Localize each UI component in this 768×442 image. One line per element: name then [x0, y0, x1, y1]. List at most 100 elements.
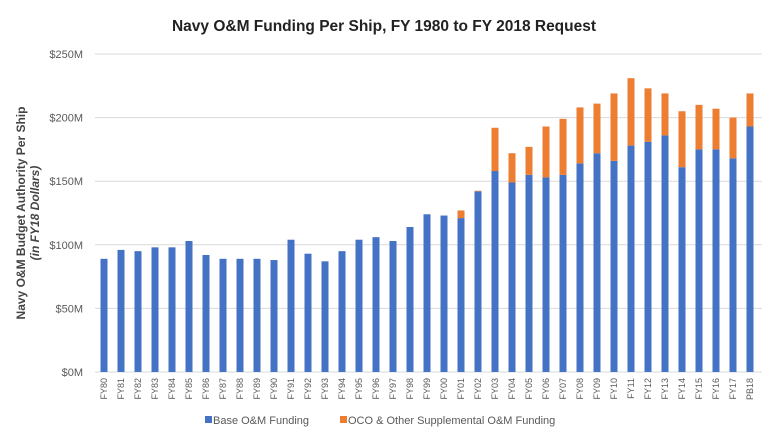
bar-base-FY88 — [236, 258, 244, 372]
y-tick-label: $50M — [55, 303, 83, 315]
x-tick-label: FY16 — [711, 378, 721, 400]
bar-base-FY96 — [372, 237, 380, 372]
bar-base-FY99 — [423, 214, 431, 372]
x-tick-label: FY01 — [456, 378, 466, 400]
bar-base-FY06 — [542, 177, 550, 372]
bar-base-FY89 — [253, 258, 261, 372]
x-tick-label: FY04 — [507, 378, 517, 400]
x-tick-label: FY87 — [218, 378, 228, 400]
x-tick-label: FY91 — [286, 378, 296, 400]
bar-base-FY83 — [151, 247, 159, 372]
legend-label: OCO & Other Supplemental O&M Funding — [348, 415, 555, 427]
bar-base-FY87 — [219, 258, 227, 372]
bar-base-FY13 — [661, 135, 669, 372]
bar-base-FY03 — [491, 171, 499, 372]
x-tick-label: FY08 — [575, 378, 585, 400]
bar-base-FY02 — [474, 191, 482, 372]
bar-base-FY97 — [389, 240, 397, 372]
x-tick-label: FY98 — [405, 378, 415, 400]
x-tick-label: FY05 — [524, 378, 534, 400]
bar-oco-FY10 — [610, 93, 618, 161]
y-tick-label: $100M — [49, 240, 83, 252]
bar-oco-FY07 — [559, 118, 567, 175]
bar-base-FY90 — [270, 260, 278, 372]
bar-base-FY11 — [627, 145, 635, 372]
y-tick-label: $0M — [62, 367, 83, 379]
bar-base-FY92 — [304, 253, 312, 372]
legend-swatch — [340, 416, 347, 423]
bar-oco-FY03 — [491, 127, 499, 172]
bar-base-FY17 — [729, 158, 737, 372]
x-tick-label: FY84 — [167, 378, 177, 400]
x-tick-label: FY83 — [150, 378, 160, 400]
bar-oco-FY04 — [508, 153, 516, 183]
x-tick-label: FY17 — [728, 378, 738, 400]
y-tick-label: $150M — [49, 176, 83, 188]
x-tick-label: FY10 — [609, 378, 619, 400]
x-tick-label: FY82 — [133, 378, 143, 400]
x-tick-label: FY90 — [269, 378, 279, 400]
x-tick-label: FY92 — [303, 378, 313, 400]
x-tick-label: FY15 — [694, 378, 704, 400]
x-tick-label: FY00 — [439, 378, 449, 400]
bar-oco-FY17 — [729, 117, 737, 159]
bar-base-FY94 — [338, 251, 346, 372]
x-tick-label: FY03 — [490, 378, 500, 400]
bar-oco-FY05 — [525, 146, 533, 175]
bar-base-FY86 — [202, 254, 210, 372]
x-tick-label: FY95 — [354, 378, 364, 400]
bar-base-FY10 — [610, 160, 618, 372]
chart-title: Navy O&M Funding Per Ship, FY 1980 to FY… — [172, 18, 596, 35]
bar-base-FY80 — [100, 258, 108, 372]
bar-oco-FY09 — [593, 103, 601, 154]
x-tick-label: FY89 — [252, 378, 262, 400]
bar-oco-FY08 — [576, 107, 584, 164]
x-tick-label: FY94 — [337, 378, 347, 400]
bar-base-FY85 — [185, 240, 193, 372]
bar-base-FY14 — [678, 167, 686, 372]
x-tick-label: FY81 — [116, 378, 126, 400]
bar-base-FY15 — [695, 149, 703, 372]
bar-base-FY16 — [712, 149, 720, 372]
legend-swatch — [205, 416, 212, 423]
x-tick-label: FY12 — [643, 378, 653, 400]
x-tick-label: FY88 — [235, 378, 245, 400]
bar-oco-FY12 — [644, 88, 652, 142]
x-tick-label: FY96 — [371, 378, 381, 400]
bar-base-PB18 — [746, 126, 754, 372]
x-tick-label: FY86 — [201, 378, 211, 400]
bar-base-FY81 — [117, 249, 125, 372]
bar-oco-FY01 — [457, 210, 465, 219]
x-tick-label: FY06 — [541, 378, 551, 400]
bar-oco-FY11 — [627, 78, 635, 146]
bar-oco-FY15 — [695, 104, 703, 150]
y-tick-label: $250M — [49, 49, 83, 61]
bar-base-FY95 — [355, 239, 363, 372]
bar-base-FY00 — [440, 215, 448, 372]
bar-base-FY93 — [321, 261, 329, 372]
bar-base-FY09 — [593, 153, 601, 372]
bar-base-FY98 — [406, 226, 414, 372]
x-tick-label: FY02 — [473, 378, 483, 400]
bar-oco-PB18 — [746, 93, 754, 127]
x-tick-label: FY80 — [99, 378, 109, 400]
x-tick-label: FY09 — [592, 378, 602, 400]
x-tick-label: FY14 — [677, 378, 687, 400]
y-axis-label: Navy O&M Budget Authority Per Ship — [14, 107, 28, 320]
bar-oco-FY14 — [678, 111, 686, 168]
x-tick-label: FY99 — [422, 378, 432, 400]
bar-base-FY01 — [457, 218, 465, 372]
legend-label: Base O&M Funding — [213, 415, 309, 427]
bar-base-FY84 — [168, 247, 176, 372]
bar-oco-FY02 — [474, 190, 482, 192]
bar-oco-FY16 — [712, 108, 720, 150]
x-tick-label: FY97 — [388, 378, 398, 400]
x-tick-label: FY07 — [558, 378, 568, 400]
x-tick-label: FY85 — [184, 378, 194, 400]
y-axis-sublabel: (in FY18 Dollars) — [28, 166, 42, 261]
bar-base-FY04 — [508, 182, 516, 372]
x-tick-label: PB18 — [745, 378, 755, 400]
x-tick-label: FY13 — [660, 378, 670, 400]
bar-oco-FY13 — [661, 93, 669, 136]
